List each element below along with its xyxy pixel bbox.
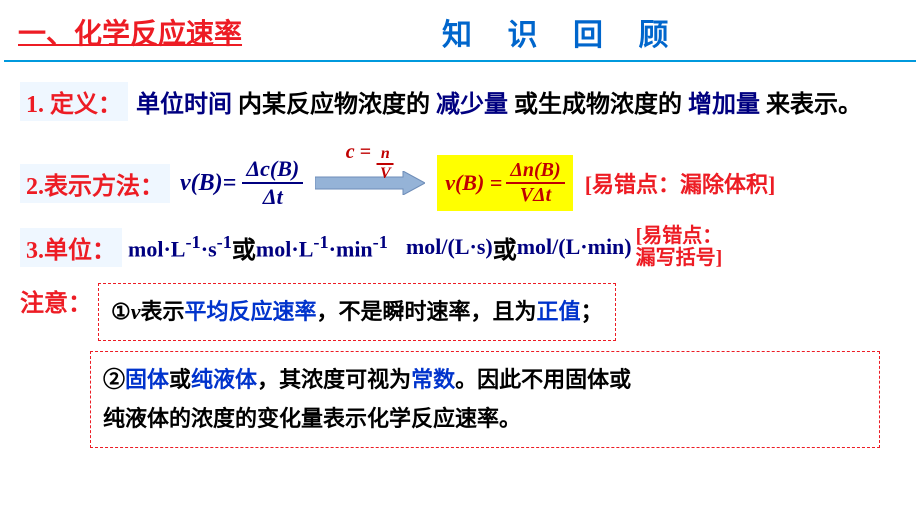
- def-t4: 或生成物浓度的: [514, 92, 682, 118]
- n2p2: 固体: [125, 367, 169, 392]
- c-num: n: [377, 145, 394, 165]
- label-1: 1. 定义：: [26, 92, 122, 118]
- err2a: [易错点：: [636, 225, 723, 247]
- definition-line: 1. 定义： 单位时间 内某反应物浓度的 减少量 或生成物浓度的 增加量 来表示…: [20, 82, 900, 121]
- divider: [4, 60, 916, 62]
- n1p6: 正值: [537, 299, 581, 324]
- method-line: 2.表示方法： v(B)= Δc(B) Δt c = n V v(B) = Δn…: [20, 155, 900, 211]
- y-v: v(B) =: [445, 170, 502, 196]
- u4: ·min: [329, 236, 373, 261]
- def-t1: 单位时间: [136, 92, 232, 118]
- u2s: -1: [217, 232, 232, 252]
- n1p1: ①: [111, 299, 131, 324]
- u1s: -1: [185, 232, 200, 252]
- def-t6: 来表示。: [766, 92, 862, 118]
- or1: 或: [232, 230, 256, 265]
- u3: mol·L: [256, 236, 313, 261]
- arrow-annotation: c = n V: [346, 141, 395, 183]
- def-t5: 增加量: [688, 92, 760, 118]
- n2p6: 常数: [411, 367, 455, 392]
- n2p5: ，其浓度可视为: [257, 367, 411, 392]
- or2: 或: [493, 230, 517, 265]
- n1p3: 表示: [141, 299, 185, 324]
- header: 一、化学反应速率 知 识 回 顾: [0, 0, 920, 60]
- def-t2: 内某反应物浓度的: [238, 92, 430, 118]
- n2p3: 或: [169, 367, 191, 392]
- frac-left-num: Δc(B): [242, 156, 303, 184]
- n2p7: 。因此不用固体或: [455, 367, 631, 392]
- error-2: [易错点： 漏写括号]: [636, 225, 723, 269]
- frac-left-den: Δt: [259, 184, 287, 210]
- label-3: 3.单位：: [26, 238, 116, 264]
- err2b: 漏写括号]: [636, 247, 723, 269]
- u2: ·s: [201, 236, 217, 261]
- yellow-formula: v(B) = Δn(B) VΔt: [437, 155, 572, 211]
- n1p7: ；: [581, 299, 603, 324]
- n2p4: 纯液体: [191, 367, 257, 392]
- c-eq: c =: [346, 141, 371, 163]
- n1p5: ，不是瞬时速率，且为: [317, 299, 537, 324]
- unit-line: 3.单位： mol·L-1·s-1 或 mol·L-1·min-1 mol/(L…: [20, 225, 900, 269]
- u5: mol/(L·s): [406, 234, 493, 260]
- y-den: VΔt: [516, 184, 555, 207]
- u6: mol/(L·min): [517, 234, 632, 260]
- n1p4: 平均反应速率: [185, 299, 317, 324]
- vb: v(B)=: [180, 170, 236, 197]
- section-title: 一、化学反应速率: [18, 12, 242, 52]
- def-t3: 减少量: [436, 92, 508, 118]
- review-title: 知 识 回 顾: [442, 10, 683, 54]
- n2p1: ②: [103, 367, 125, 392]
- n2p8: 纯液体的浓度的变化量表示化学反应速率。: [103, 406, 521, 431]
- arrow: c = n V: [315, 171, 425, 195]
- u3s: -1: [313, 232, 328, 252]
- frac-left: Δc(B) Δt: [242, 156, 303, 210]
- n1p2: v: [131, 299, 141, 324]
- c-den: V: [376, 165, 395, 183]
- u1: mol·L: [128, 236, 185, 261]
- note-row-1: 注意： ①v表示平均反应速率，不是瞬时速率，且为正值；: [20, 283, 900, 341]
- note-row-2: ②固体或纯液体，其浓度可视为常数。因此不用固体或 纯液体的浓度的变化量表示化学反…: [90, 351, 880, 448]
- y-num: Δn(B): [506, 159, 564, 184]
- note-label: 注意：: [20, 283, 92, 318]
- label-2: 2.表示方法：: [26, 174, 164, 200]
- u4s: -1: [373, 232, 388, 252]
- error-1: [易错点：漏除体积]: [585, 167, 776, 199]
